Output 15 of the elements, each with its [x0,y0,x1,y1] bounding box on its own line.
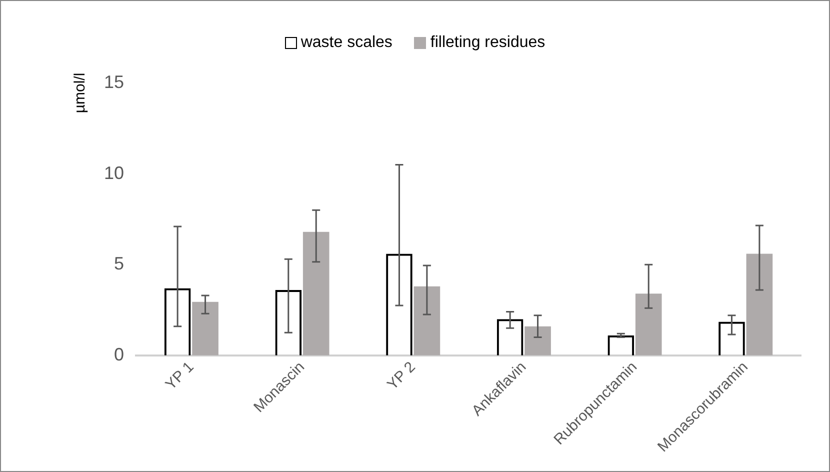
y-tick-label: 10 [104,162,124,183]
bar [414,286,440,356]
bar [635,294,662,356]
y-tick-label: 15 [104,72,124,92]
bar [746,254,773,356]
x-tick-label: YP 1 [162,358,198,394]
y-tick-label: 5 [114,254,124,274]
bar [192,302,218,356]
y-tick-label: 0 [114,344,124,364]
bar [524,326,551,356]
legend-label: waste scales [300,34,392,52]
x-tick-label: YP 2 [384,358,419,394]
legend-label: filleting residues [430,34,546,52]
bar [302,232,330,356]
y-axis-title: µmol/l [72,72,89,114]
